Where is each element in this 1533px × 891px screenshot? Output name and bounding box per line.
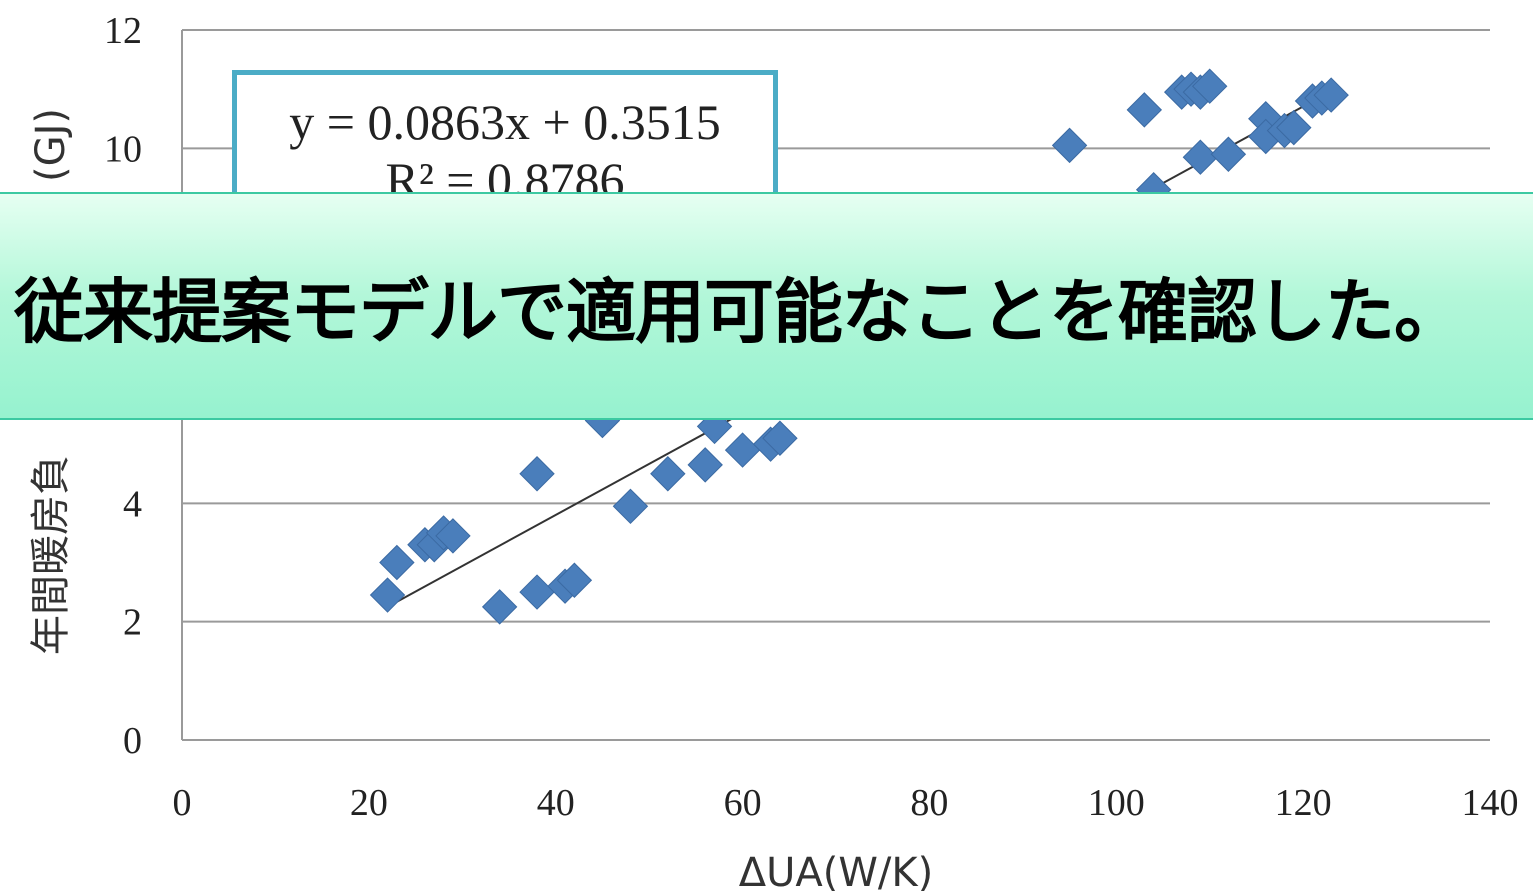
- y-tick-label: 12: [104, 10, 142, 52]
- x-tick-label: 60: [724, 782, 762, 824]
- x-tick-label: 120: [1275, 782, 1332, 824]
- data-point: [1051, 127, 1088, 164]
- data-point: [687, 447, 723, 483]
- y-axis-unit: (GJ): [28, 108, 74, 182]
- x-axis-ticks: 0 20 40 60 80 100 120 140: [173, 782, 1519, 824]
- x-tick-label: 140: [1462, 782, 1519, 824]
- data-point: [612, 488, 649, 524]
- data-point: [1313, 77, 1349, 113]
- y-tick-label: 2: [123, 602, 142, 644]
- x-tick-label: 40: [537, 782, 575, 824]
- data-point: [650, 456, 686, 492]
- data-point: [556, 562, 593, 598]
- y-tick-label: 4: [123, 483, 142, 525]
- trendline-equation: y = 0.0863x + 0.3515: [289, 94, 721, 150]
- y-axis-title: 年間暖房負: [28, 455, 74, 655]
- x-axis-title: ΔUA(W/K): [739, 850, 933, 891]
- x-tick-label: 20: [350, 782, 388, 824]
- data-point: [369, 577, 406, 613]
- data-point: [1192, 68, 1228, 104]
- data-point: [519, 456, 555, 492]
- data-point: [1126, 92, 1163, 128]
- data-point: [1210, 136, 1247, 172]
- data-point: [1182, 139, 1219, 175]
- data-point: [379, 544, 415, 581]
- data-point: [1276, 109, 1312, 146]
- x-tick-label: 100: [1088, 782, 1145, 824]
- y-axis-ticks: 0 2 4 10 12: [104, 10, 142, 762]
- x-tick-label: 0: [173, 782, 192, 824]
- y-tick-label: 0: [123, 720, 142, 762]
- caption-text: 従来提案モデルで適用可能なことを確認した。: [14, 270, 1464, 353]
- y-tick-label: 10: [104, 128, 142, 170]
- x-tick-label: 80: [910, 782, 948, 824]
- data-point: [762, 420, 798, 456]
- caption-banner: 従来提案モデルで適用可能なことを確認した。: [0, 192, 1533, 420]
- data-point: [481, 589, 518, 625]
- data-point: [519, 574, 555, 610]
- data-point: [724, 432, 761, 468]
- data-point: [435, 518, 471, 554]
